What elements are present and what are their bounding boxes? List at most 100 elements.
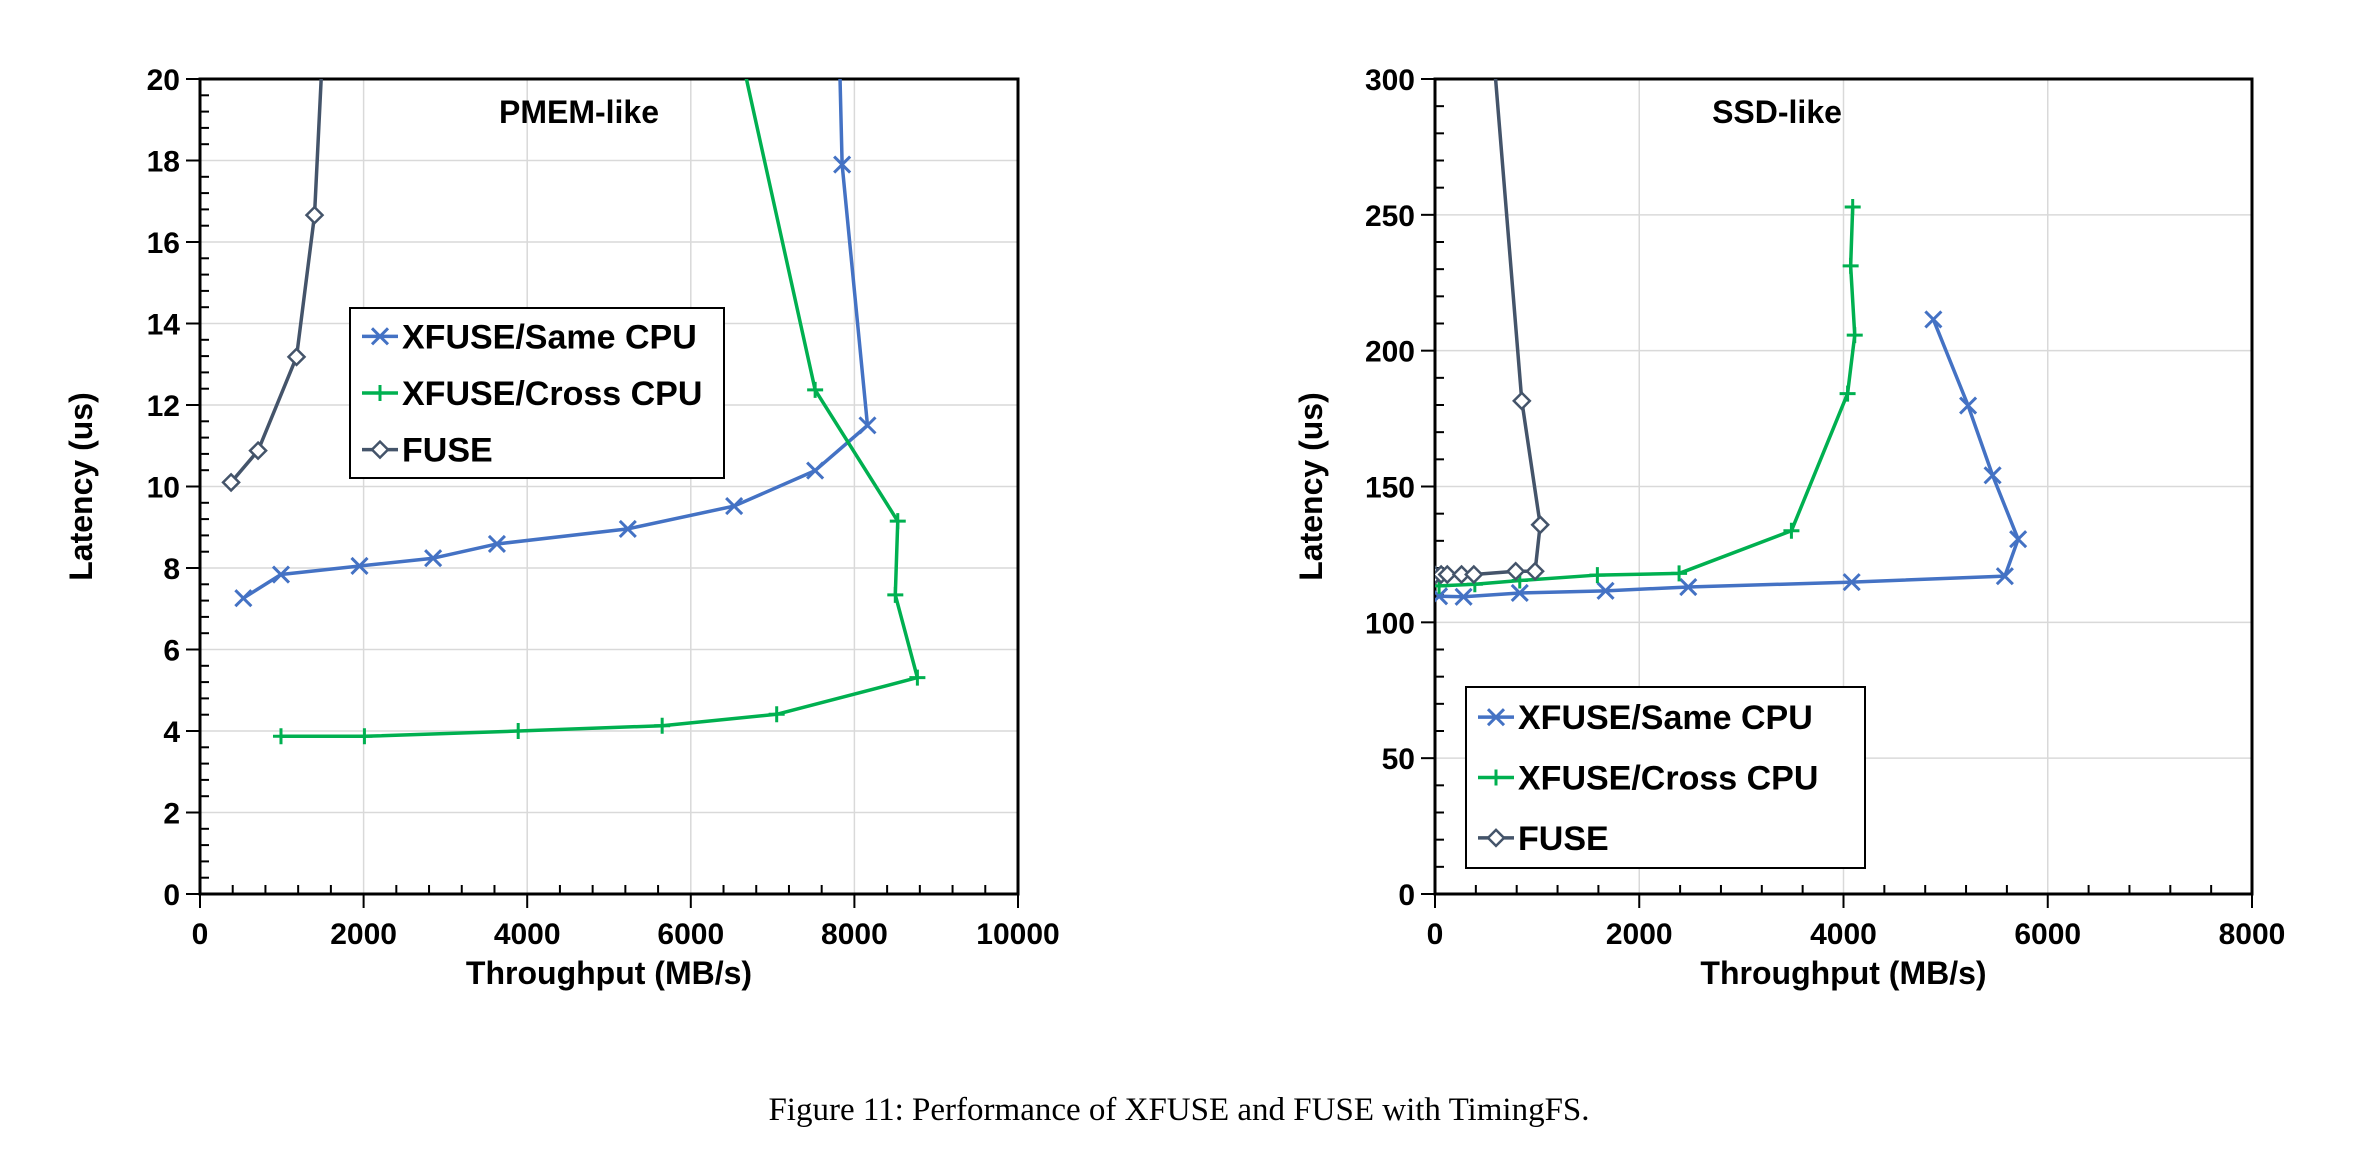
y-tick-label: 10 (147, 472, 180, 505)
x-tick-label: 8000 (2219, 918, 2286, 951)
data-point (487, 534, 506, 554)
series-xfuse-cross-cpu (272, 79, 926, 745)
data-point (1846, 327, 1863, 344)
legend-marker-diamond-icon (1486, 828, 1506, 848)
data-point (2009, 530, 2028, 549)
legend-box (1465, 686, 1866, 869)
data-point (1435, 587, 1449, 606)
x-tick-label: 2000 (1606, 918, 1673, 951)
data-point (1995, 567, 2014, 586)
chart-2: 0 2000 4000 6000 8000 0 50 100 150 200 250 300 Throu… (1293, 64, 2286, 991)
y-tick-label: 14 (147, 309, 181, 342)
chart-title: PMEM-like (499, 94, 659, 130)
data-point (887, 586, 904, 603)
data-point (1510, 583, 1529, 603)
x-axis-label: Throughput (MB/s) (466, 955, 752, 991)
data-point (889, 513, 906, 530)
data-point (725, 496, 744, 516)
y-tick-label: 150 (1365, 472, 1415, 505)
y-axis-label: Latency (us) (63, 392, 99, 580)
series-xfuse-same-cpu (1435, 310, 2028, 606)
x-tick-label: 6000 (657, 918, 724, 951)
data-point (1839, 385, 1856, 402)
legend-marker-plus-icon (1488, 769, 1504, 786)
data-point (1671, 565, 1688, 582)
y-tick-label: 8 (163, 553, 180, 586)
x-tick-label: 2000 (330, 918, 397, 951)
plot-area (221, 79, 926, 745)
legend-marker-x-icon (1486, 708, 1506, 727)
series-fuse (1435, 79, 1550, 585)
data-point (806, 461, 825, 480)
y-tick-label: 0 (163, 879, 180, 912)
data-point (833, 155, 852, 174)
data-point (768, 706, 785, 723)
data-point (1505, 561, 1526, 582)
data-point (510, 723, 527, 739)
data-point (618, 519, 637, 538)
series-fuse (221, 79, 325, 493)
series-line (242, 79, 870, 600)
y-tick-label: 20 (147, 64, 180, 97)
legend-label: FUSE (402, 432, 493, 470)
y-tick-label: 16 (147, 227, 180, 260)
series-line (1439, 206, 1857, 588)
data-point (1679, 577, 1698, 597)
x-tick-label: 0 (192, 918, 209, 951)
legend: XFUSE/Same CPU XFUSE/Cross CPU FUSE (1465, 686, 1866, 869)
data-point (272, 728, 289, 745)
legend-label: XFUSE/Cross CPU (1518, 760, 1818, 798)
chart-title: SSD-like (1712, 94, 1842, 130)
x-tick-label: 0 (1427, 918, 1444, 951)
y-tick-label: 250 (1365, 200, 1415, 233)
data-point (654, 717, 671, 734)
legend-marker-x-icon (370, 327, 390, 346)
series-line (280, 79, 920, 739)
legend-label: XFUSE/Same CPU (402, 318, 697, 356)
data-point (1783, 522, 1800, 539)
x-tick-label: 10000 (976, 918, 1059, 951)
series-xfuse-same-cpu (234, 79, 877, 608)
data-point (286, 347, 307, 367)
y-tick-label: 12 (147, 390, 180, 423)
figure-caption: Figure 11: Performance of XFUSE and FUSE… (768, 1092, 1590, 1128)
data-point (304, 205, 325, 225)
y-tick-label: 0 (1398, 879, 1415, 912)
y-tick-label: 18 (147, 146, 180, 179)
series-line (229, 79, 323, 484)
data-point (1454, 587, 1473, 606)
x-tick-label: 4000 (494, 918, 561, 951)
x-tick-label: 8000 (821, 918, 888, 951)
data-point (356, 728, 373, 745)
data-point (1983, 466, 2002, 485)
data-point (807, 381, 824, 398)
y-tick-label: 200 (1365, 336, 1415, 369)
data-point (234, 589, 253, 608)
legend: XFUSE/Same CPU XFUSE/Cross CPU FUSE (349, 307, 725, 479)
series-xfuse-cross-cpu (1435, 198, 1863, 594)
data-point (858, 416, 877, 435)
legend-label: XFUSE/Cross CPU (402, 375, 702, 413)
data-point (248, 440, 268, 461)
y-tick-label: 6 (163, 635, 180, 668)
legend-marker-diamond-icon (370, 439, 390, 460)
y-tick-label: 2 (163, 798, 180, 831)
data-point (1464, 564, 1484, 585)
data-point (1530, 515, 1550, 535)
y-tick-label: 300 (1365, 64, 1415, 97)
x-tick-label: 6000 (2014, 918, 2081, 951)
data-point (221, 472, 241, 493)
legend-box (349, 307, 725, 479)
x-tick-label: 4000 (1810, 918, 1877, 951)
data-point (1924, 310, 1943, 329)
data-point (1842, 257, 1859, 274)
data-point (1842, 573, 1861, 592)
x-axis-label: Throughput (MB/s) (1700, 955, 1986, 991)
y-tick-label: 100 (1365, 607, 1415, 640)
chart-1: 0 2000 4000 6000 8000 10000 0 2 4 6 8 10 12 14 16 18 20 T… (63, 64, 1060, 991)
data-point (1844, 198, 1861, 215)
y-tick-label: 50 (1382, 743, 1415, 776)
data-point (271, 565, 291, 584)
data-point (1437, 564, 1458, 585)
